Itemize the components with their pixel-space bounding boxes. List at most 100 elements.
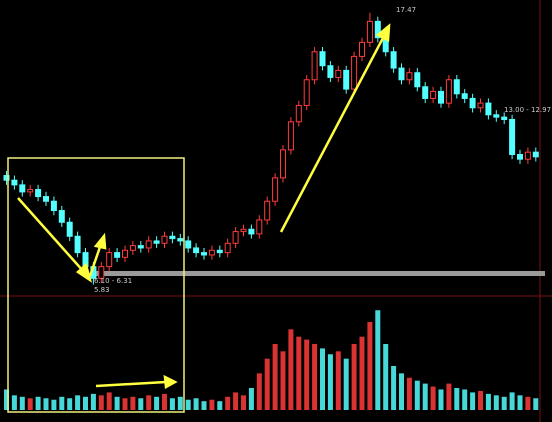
candle-body — [445, 79, 452, 104]
candle-body — [374, 20, 381, 39]
volume-bar — [90, 393, 96, 410]
candle-body — [438, 90, 444, 104]
candle-body — [153, 240, 160, 244]
candle-body — [19, 184, 26, 193]
annotation: 17.47 — [396, 6, 416, 14]
candle-body — [161, 235, 168, 244]
volume-bar — [4, 389, 9, 410]
candle-body — [485, 102, 492, 116]
volume-bar — [312, 344, 318, 410]
volume-bar — [320, 348, 325, 410]
candle-body — [50, 200, 57, 212]
candle-body — [524, 151, 531, 160]
candle-body — [106, 252, 113, 268]
volume-bar — [399, 373, 404, 410]
volume-bar — [162, 393, 167, 410]
annotation: 13.00 - 12.97 — [504, 106, 551, 114]
candle-body — [232, 231, 239, 244]
candle-body — [390, 51, 397, 69]
volume-bar — [225, 396, 231, 410]
arrow-head — [163, 374, 178, 390]
volume-bar — [414, 380, 420, 410]
candle-body — [351, 55, 358, 90]
volume-bar — [304, 339, 310, 410]
candle-body — [216, 249, 223, 254]
volume-bar — [51, 399, 57, 410]
volume-bar — [233, 392, 239, 410]
candle-body — [201, 252, 207, 256]
volume-bar — [351, 344, 357, 410]
volume-bar — [296, 336, 302, 410]
candle-body — [193, 247, 200, 254]
volume-bar — [59, 396, 65, 410]
candle-body — [477, 102, 484, 109]
candle-body — [517, 154, 523, 160]
volume-bar — [438, 389, 444, 410]
volume-bar — [98, 395, 104, 410]
volume-bar — [19, 396, 25, 410]
candle-body — [359, 41, 365, 57]
volume-bar — [335, 351, 341, 410]
candle-body — [11, 179, 18, 186]
candle-body — [366, 20, 373, 43]
candle-body — [532, 151, 539, 158]
candle-body — [287, 121, 294, 151]
candle-body — [169, 235, 176, 240]
candle-body — [27, 189, 34, 193]
candle-body — [453, 79, 460, 95]
volume-bar — [201, 401, 207, 410]
volume-bar — [430, 386, 436, 410]
candle-body — [177, 238, 184, 242]
candle-body — [129, 245, 136, 251]
arrow-head — [75, 262, 93, 283]
candle-body — [469, 97, 476, 109]
candle-body — [145, 240, 152, 249]
candle-body — [98, 266, 105, 279]
candle-body — [430, 90, 437, 99]
candle-body — [224, 242, 231, 254]
volume-bar — [27, 398, 33, 410]
volume-bar — [75, 395, 81, 410]
candle-body — [295, 104, 302, 123]
volume-bar — [193, 398, 199, 410]
candle-body — [509, 118, 516, 156]
volume-bar — [272, 344, 278, 410]
candle-body — [311, 51, 318, 81]
volume-bar — [138, 398, 144, 410]
candle-body — [248, 228, 255, 235]
candle-body — [327, 65, 334, 78]
volume-bar — [248, 388, 254, 410]
candle-body — [303, 79, 310, 106]
candle-body — [461, 93, 468, 99]
candle-body — [256, 219, 263, 235]
volume-bar — [501, 396, 507, 410]
candle-body — [74, 235, 81, 254]
candle-body — [208, 249, 215, 256]
candle-body — [319, 51, 326, 67]
volume-bar — [375, 310, 381, 410]
volume-bar — [359, 336, 365, 410]
volume-bar — [509, 392, 515, 410]
highlight-box — [7, 157, 185, 413]
candle-body — [501, 116, 508, 120]
candle-body — [114, 252, 121, 258]
volume-bar — [185, 399, 191, 410]
volume-bar — [241, 395, 246, 410]
arrow — [95, 380, 167, 388]
volume-bar — [288, 329, 294, 410]
candle-body — [493, 114, 500, 118]
candle-body — [240, 228, 247, 233]
candle-body — [66, 221, 73, 237]
candle-body — [3, 175, 10, 181]
volume-bar — [367, 322, 373, 410]
candle-body — [264, 200, 271, 221]
candle-body — [414, 72, 421, 88]
volume-bar — [327, 354, 333, 410]
volume-bar — [406, 377, 412, 410]
volume-bar — [130, 396, 136, 410]
volume-bar — [264, 358, 270, 410]
volume-bar — [217, 401, 223, 410]
volume-bar — [11, 395, 17, 410]
volume-bar — [114, 396, 120, 410]
annotation: 6.10 - 6.31 — [94, 277, 132, 285]
